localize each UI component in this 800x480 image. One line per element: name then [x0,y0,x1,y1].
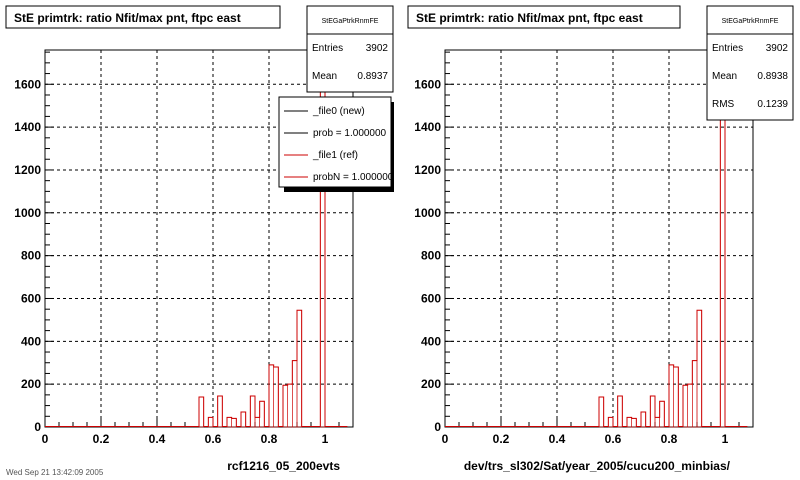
x-tick-label: 0.4 [549,432,566,446]
stats-name: StEGaPtrkRnmFE [322,18,379,25]
stats-mean-value: 0.8937 [357,71,388,82]
histogram-bin [226,417,232,428]
histogram-bin [292,360,298,428]
histogram-series-ref [45,66,348,428]
x-tick-label: 1 [322,432,329,446]
stats-box: StEGaPtrkRnmFE Entries 3902 Mean 0.8937 [306,5,394,93]
y-tick-label: 200 [421,377,441,391]
y-tick-label: 200 [21,377,41,391]
histogram-series-ref [445,66,748,428]
title-box [5,5,281,29]
histogram-bin [650,395,656,428]
x-tick-label: 0 [42,432,49,446]
histogram-bin [259,400,265,428]
x-tick-label: 0.6 [205,432,222,446]
chart-title: StE primtrk: ratio Nfit/max pnt, ftpc ea… [14,11,241,25]
stats-entries-label: Entries [712,43,743,54]
histogram-bin [217,395,223,428]
x-tick-label: 0.8 [661,432,678,446]
x-axis-label: dev/trs_sl302/Sat/year_2005/cucu200_minb… [464,459,731,473]
x-tick-label: 0.2 [93,432,110,446]
stats-box: StEGaPtrkRnmFE Entries 3902 Mean 0.8938 … [706,5,794,121]
histogram-bin [598,396,604,428]
y-tick-label: 1400 [414,120,441,134]
histogram-bin [673,366,679,428]
histogram-bin [296,309,302,428]
stats-entries-label: Entries [312,43,343,54]
histogram-bin [254,417,260,428]
x-tick-label: 0.4 [149,432,166,446]
x-tick-label: 0.2 [493,432,510,446]
legend-box: _file0 (new) prob = 1.000000 _file1 (ref… [278,96,394,192]
y-tick-label: 1000 [414,206,441,220]
y-tick-label: 1600 [14,77,41,91]
chart-title: StE primtrk: ratio Nfit/max pnt, ftpc ea… [416,11,643,25]
stats-name: StEGaPtrkRnmFE [722,18,779,25]
x-axis-ticks: 0 0.2 0.4 0.6 0.8 1 [442,417,740,446]
stats-rms-label: RMS [712,99,735,110]
y-tick-label: 400 [21,334,41,348]
histogram-bin [268,364,274,428]
histogram-bin [687,383,693,428]
x-tick-label: 0.8 [261,432,278,446]
x-axis-label: rcf1216_05_200evts [227,459,340,473]
histogram-bin [668,364,674,428]
x-tick-label: 0 [442,432,449,446]
y-tick-label: 1000 [14,206,41,220]
histogram-bin [273,366,279,428]
x-tick-label: 1 [722,432,729,446]
y-tick-label: 600 [21,291,41,305]
legend-label-prob: prob = 1.000000 [313,128,387,139]
stats-mean-value: 0.8938 [757,71,788,82]
footer-timestamp: Wed Sep 21 13:42:09 2005 [6,468,104,477]
histogram-outline [445,66,748,427]
histogram-bin [250,395,256,428]
histogram-bin [608,417,614,428]
histogram-panel-left: 0 0.2 0.4 0.6 0.8 1 0 200 400 600 800 1000 1200 1400… [5,5,394,473]
histogram-bin [682,384,688,428]
histogram-bin [654,417,660,428]
histogram-bin [282,384,288,428]
y-tick-label: 1600 [414,77,441,91]
histogram-bin [287,383,293,428]
histogram-panel-right: 0 0.2 0.4 0.6 0.8 1 0 200 400 600 800 1000 1200 1400… [400,0,800,480]
histogram-bin [626,417,632,428]
histogram-bin [240,411,246,428]
y-axis-ticks: 0 200 400 600 800 1000 1200 1400 1600 [414,51,454,434]
stats-entries-value: 3902 [766,43,789,54]
y-tick-label: 800 [421,249,441,263]
y-tick-label: 1200 [414,163,441,177]
histogram-bin [208,417,214,428]
histogram-bin [198,396,204,428]
y-tick-label: 1400 [14,120,41,134]
y-tick-label: 800 [21,249,41,263]
histogram-bin [692,360,698,428]
histogram-bin [720,66,726,428]
histogram-svg-left: 0 0.2 0.4 0.6 0.8 1 0 200 400 600 800 1000 1200 1400… [5,5,394,473]
x-axis-ticks: 0 0.2 0.4 0.6 0.8 1 [42,417,340,446]
y-tick-label: 1200 [14,163,41,177]
legend-label-probN: probN = 1.000000 [313,172,394,183]
histogram-bin [231,418,237,428]
histogram-bin [659,400,665,428]
stats-mean-label: Mean [312,71,337,82]
y-tick-label: 0 [34,420,41,434]
histogram-bin [617,395,623,428]
y-tick-label: 0 [434,420,441,434]
y-axis-ticks: 0 200 400 600 800 1000 1200 1400 1600 [14,51,54,434]
stats-rms-value: 0.1239 [757,99,788,110]
legend-label-new: _file0 (new) [312,106,365,117]
y-tick-label: 600 [421,291,441,305]
stats-entries-value: 3902 [366,43,389,54]
histogram-bin [631,418,637,428]
histogram-bin [696,309,702,428]
histogram-bin [640,411,646,428]
legend-label-ref: _file1 (ref) [312,150,358,161]
title-box [407,5,681,29]
y-tick-label: 400 [421,334,441,348]
x-tick-label: 0.6 [605,432,622,446]
stats-mean-label: Mean [712,71,737,82]
histogram-svg-right: 0 0.2 0.4 0.6 0.8 1 0 200 400 600 800 1000 1200 1400… [407,5,794,473]
